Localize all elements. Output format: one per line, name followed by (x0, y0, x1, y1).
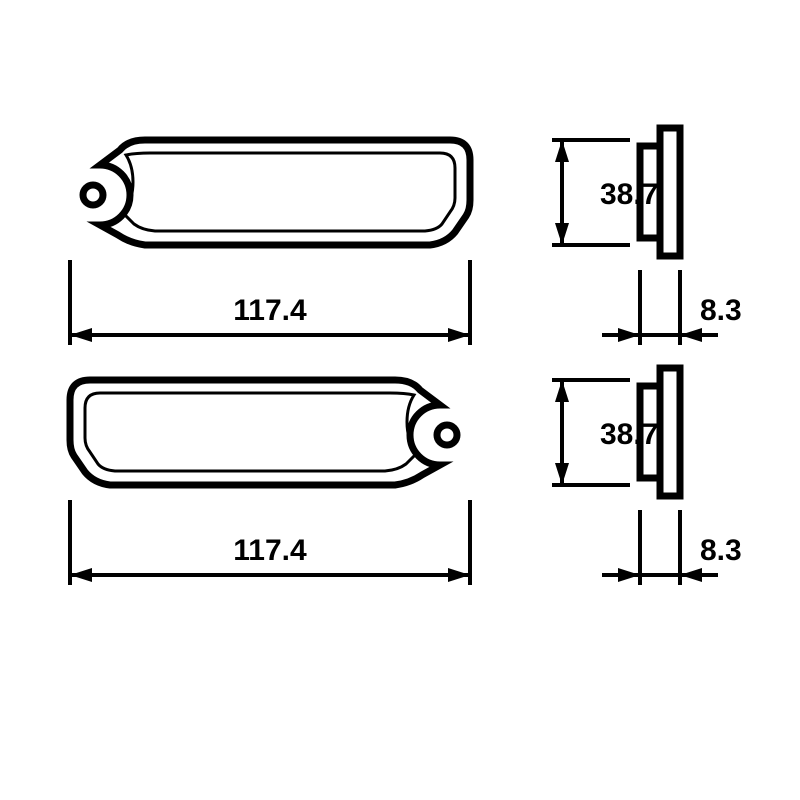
width-label-bottom: 117.4 (233, 534, 307, 567)
diagram-container: 117.4 38.7 8.3 (0, 0, 800, 800)
pad-top-front (83, 140, 470, 245)
thickness-label-top: 8.3 (700, 294, 742, 327)
height-label-bottom: 38.7 (600, 418, 658, 451)
technical-drawing: 117.4 38.7 8.3 (0, 0, 800, 800)
thickness-label-bottom: 8.3 (700, 534, 742, 567)
dim-width-top: 117.4 (70, 260, 470, 345)
width-label-top: 117.4 (233, 294, 307, 327)
dim-thickness-bottom: 8.3 (602, 510, 742, 585)
height-label-top: 38.7 (600, 178, 658, 211)
dim-thickness-top: 8.3 (602, 270, 742, 345)
dim-width-bottom: 117.4 (70, 500, 470, 585)
pad-bottom-front (70, 380, 457, 485)
